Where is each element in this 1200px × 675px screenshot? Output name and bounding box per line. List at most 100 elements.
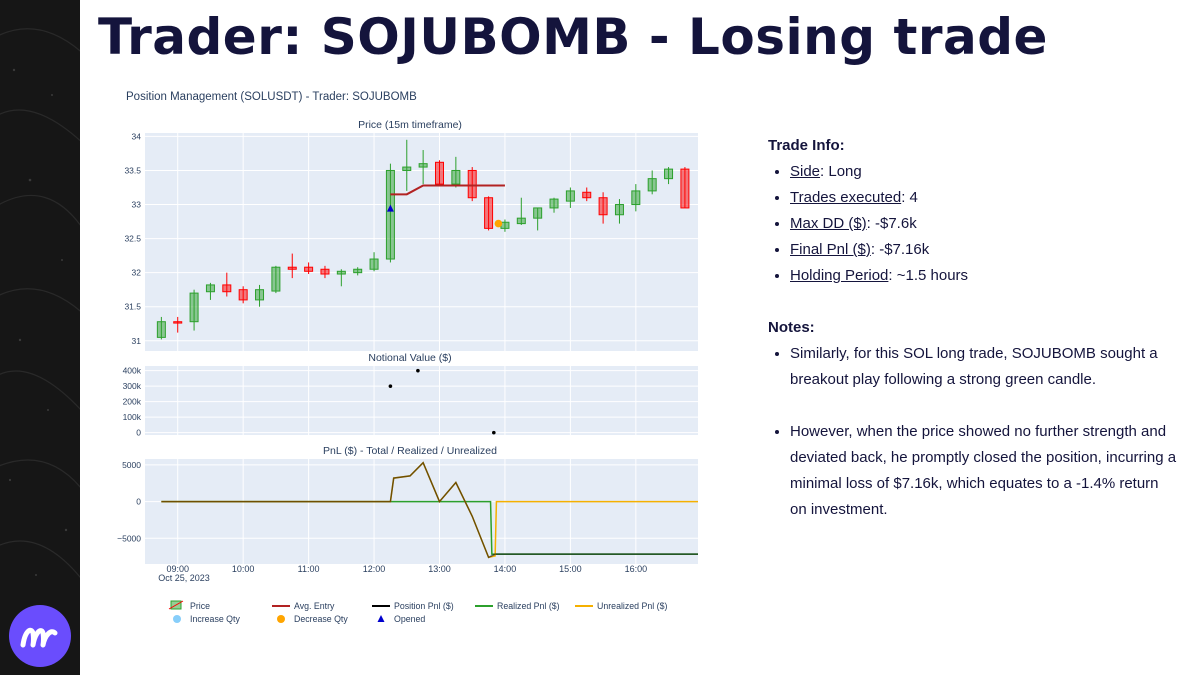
brand-logo bbox=[9, 605, 71, 667]
candle-body bbox=[451, 169, 461, 185]
trades-executed-value: : 4 bbox=[901, 189, 918, 206]
candle-body bbox=[614, 204, 624, 216]
candle-body bbox=[664, 168, 674, 180]
chart-legend: Price Avg. Entry Position Pnl ($) Realized … bbox=[168, 600, 667, 624]
legend-label: Unrealized Pnl ($) bbox=[597, 601, 667, 611]
candle-body bbox=[287, 266, 297, 270]
candle-body bbox=[173, 321, 183, 324]
max-dd-value: : -$7.6k bbox=[866, 215, 917, 232]
legend-item: Unrealized Pnl ($) bbox=[575, 601, 667, 611]
brand-logo-mark bbox=[20, 627, 58, 648]
y-tick-label: −5000 bbox=[117, 533, 141, 543]
candle-body bbox=[156, 321, 166, 338]
notional-point bbox=[492, 430, 496, 435]
y-tick-label: 0 bbox=[136, 428, 141, 438]
note-item: Similarly, for this SOL long trade, SOJU… bbox=[790, 341, 1178, 393]
holding-period-label: Holding Period bbox=[790, 267, 889, 284]
list-item: Side: Long bbox=[790, 159, 1178, 185]
candle-body bbox=[598, 197, 608, 216]
y-tick-label: 34 bbox=[132, 131, 142, 141]
position-pnl-line bbox=[161, 461, 698, 559]
list-item: Trades executed: 4 bbox=[790, 185, 1178, 211]
x-tick-label: 16:00 bbox=[625, 564, 648, 574]
list-item: Holding Period: ~1.5 hours bbox=[790, 263, 1178, 289]
legend-label: Opened bbox=[394, 614, 425, 624]
legend-label: Increase Qty bbox=[190, 614, 240, 624]
max-dd-label: Max DD ($) bbox=[790, 215, 867, 232]
candle-body bbox=[385, 169, 395, 260]
candle-body bbox=[189, 292, 199, 323]
y-tick-label: 300k bbox=[123, 381, 142, 391]
x-tick-label: 15:00 bbox=[559, 564, 582, 574]
notional-panel: Notional Value ($) 0 100k 200k 300k 400k bbox=[123, 352, 698, 438]
candle-body bbox=[467, 169, 477, 199]
candle-body bbox=[255, 289, 265, 301]
slide-title: Trader: SOJUBOMB - Losing trade bbox=[98, 8, 1048, 66]
candle-body bbox=[418, 163, 428, 168]
x-tick-label: 13:00 bbox=[428, 564, 451, 574]
y-tick-label: 31.5 bbox=[124, 302, 141, 312]
side-label: Side bbox=[790, 163, 821, 180]
list-item: Max DD ($): -$7.6k bbox=[790, 211, 1178, 237]
figure-title: Position Management (SOLUSDT) - Trader: … bbox=[126, 91, 417, 103]
candle-body bbox=[647, 178, 657, 192]
avg-entry-line bbox=[390, 184, 505, 196]
y-tick-label: 33 bbox=[132, 200, 142, 210]
legend-item: Avg. Entry bbox=[272, 601, 335, 611]
opened-marker bbox=[386, 204, 394, 212]
legend-label: Realized Pnl ($) bbox=[497, 601, 560, 611]
candle-body bbox=[549, 198, 559, 209]
candle-body bbox=[631, 190, 641, 206]
candle-body bbox=[434, 161, 444, 185]
legend-dot-swatch bbox=[277, 615, 285, 623]
trade-info-list: Side: Long Trades executed: 4 Max DD ($)… bbox=[768, 159, 1178, 289]
candle-body bbox=[320, 268, 330, 275]
legend-candle-swatch-decrease bbox=[168, 600, 184, 610]
y-tick-label: 31 bbox=[132, 336, 142, 346]
pnl-panel: PnL ($) - Total / Realized / Unrealized … bbox=[117, 445, 698, 583]
y-tick-label: 33.5 bbox=[124, 165, 141, 175]
legend-dot-swatch bbox=[173, 615, 181, 623]
sidebar-background bbox=[0, 0, 80, 675]
notes-list: Similarly, for this SOL long trade, SOJU… bbox=[768, 341, 1178, 523]
legend-triangle-swatch bbox=[377, 615, 385, 622]
side-value: : Long bbox=[820, 163, 862, 180]
trades-executed-label: Trades executed bbox=[790, 189, 902, 206]
y-tick-label: 400k bbox=[123, 366, 142, 376]
trade-info-heading: Trade Info: bbox=[768, 137, 845, 154]
price-chart-title: Price (15m timeframe) bbox=[358, 119, 462, 131]
candle-body bbox=[680, 168, 690, 209]
pnl-plot-area bbox=[145, 459, 698, 564]
x-tick-label: 11:00 bbox=[298, 564, 320, 574]
candle-body bbox=[369, 258, 379, 270]
x-axis-date-label: Oct 25, 2023 bbox=[158, 573, 210, 583]
notional-point bbox=[416, 368, 420, 373]
legend-item: Opened bbox=[377, 614, 425, 624]
x-tick-label: 10:00 bbox=[232, 564, 255, 574]
chart-canvas: Price (15m timeframe) 31 31.5 32 32.5 33 33.5… bbox=[117, 119, 698, 624]
legend-label: Avg. Entry bbox=[294, 601, 335, 611]
notional-point bbox=[388, 384, 393, 388]
legend-label: Price bbox=[190, 601, 210, 611]
holding-period-value: : ~1.5 hours bbox=[888, 267, 969, 284]
candle-body bbox=[516, 217, 526, 225]
candle-body bbox=[353, 268, 363, 274]
final-pnl-value: : -$7.16k bbox=[870, 241, 930, 258]
legend-label: Decrease Qty bbox=[294, 614, 348, 624]
candle-body bbox=[336, 270, 346, 275]
legend-label: Position Pnl ($) bbox=[394, 601, 454, 611]
candle-body bbox=[238, 289, 248, 301]
x-tick-label: 12:00 bbox=[363, 564, 386, 574]
pnl-chart-title: PnL ($) - Total / Realized / Unrealized bbox=[323, 445, 497, 457]
legend-item: Position Pnl ($) bbox=[372, 601, 454, 611]
info-panel: Trade Info: Side: Long Trades executed: … bbox=[768, 133, 1178, 523]
note-item: However, when the price showed no furthe… bbox=[790, 419, 1178, 523]
list-item: Final Pnl ($): -$7.16k bbox=[790, 237, 1178, 263]
candle-body bbox=[402, 166, 412, 171]
candle-body bbox=[271, 266, 281, 292]
x-tick-label: 14:00 bbox=[494, 564, 517, 574]
candle-body bbox=[582, 191, 592, 199]
legend-item: Price bbox=[168, 600, 210, 611]
candle-body bbox=[304, 266, 314, 272]
candle-body bbox=[533, 207, 543, 219]
